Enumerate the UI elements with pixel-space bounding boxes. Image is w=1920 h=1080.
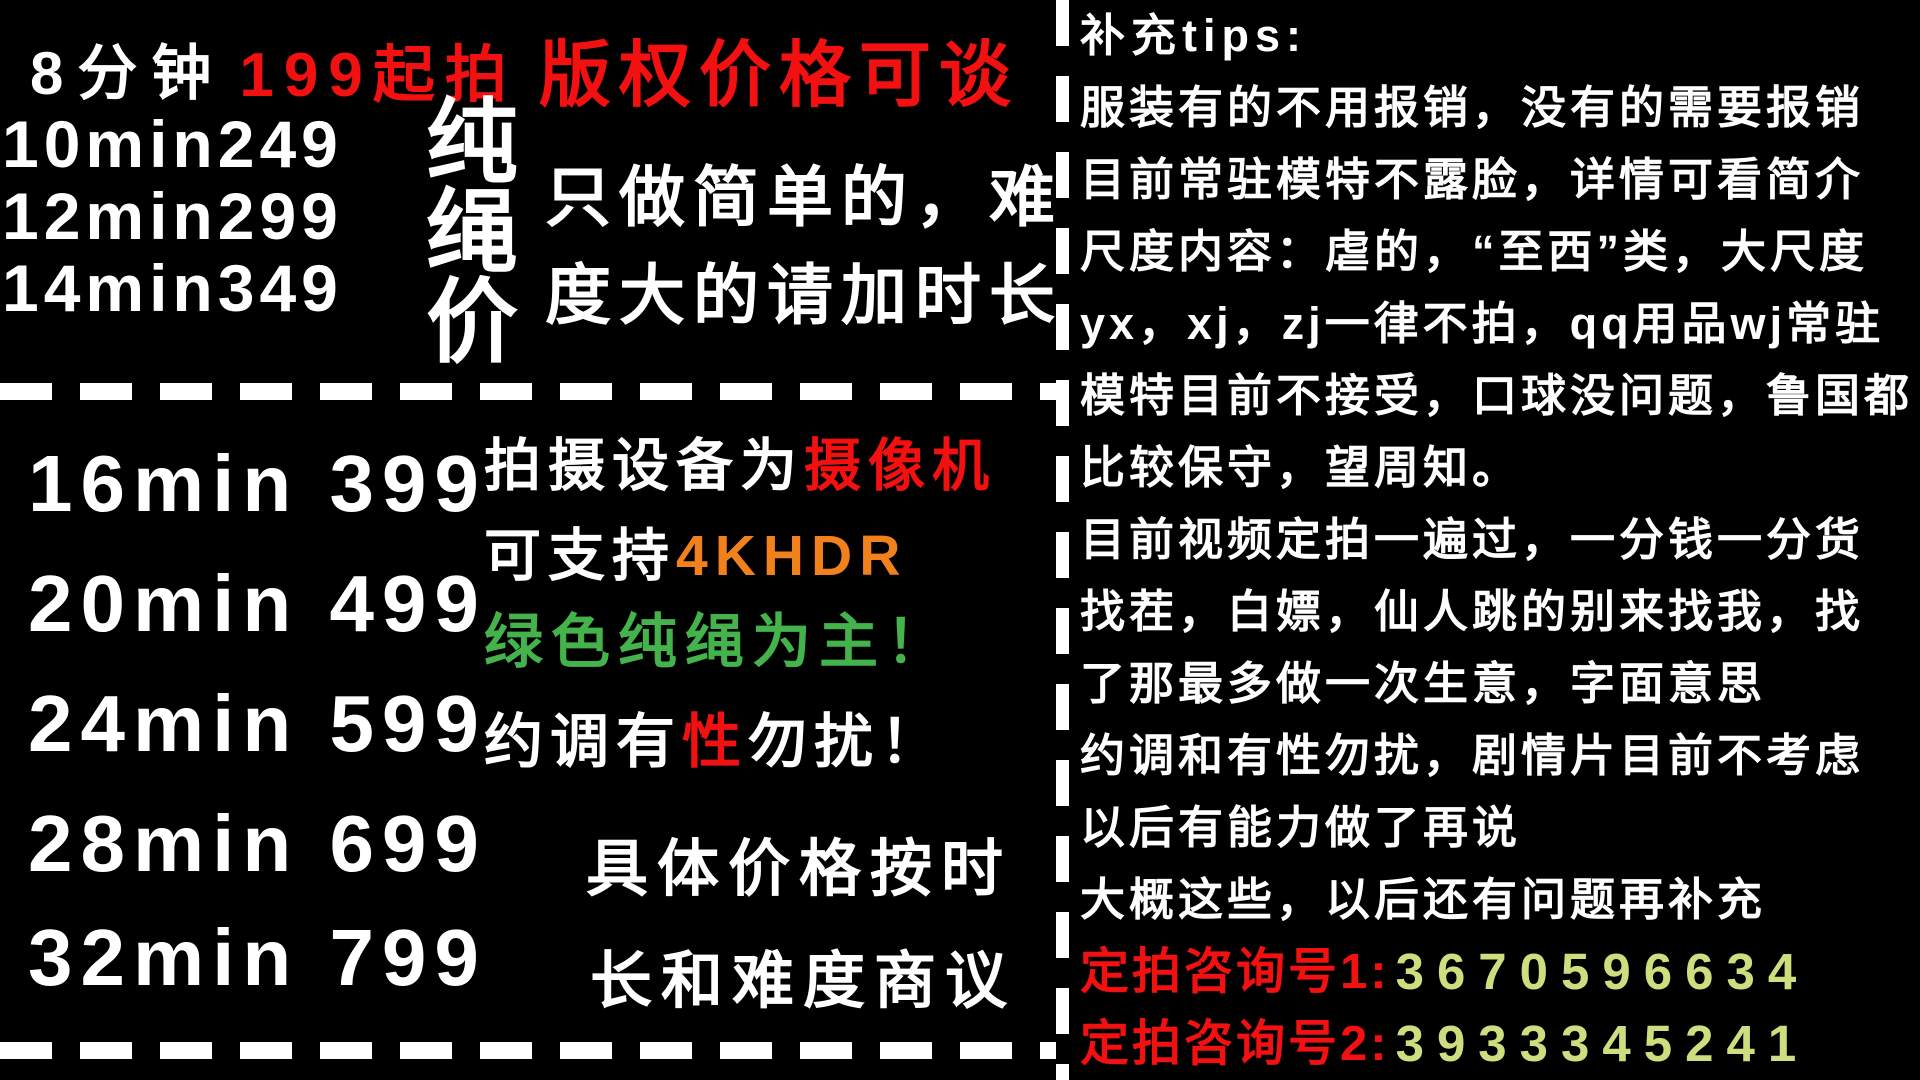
tier-28min: 28min 699 — [28, 799, 487, 888]
tip-line: yx，xj，zj一律不拍，qq用品wj常驻 — [1080, 298, 1885, 349]
tips-title: 补充tips: — [1080, 10, 1307, 61]
support-line: 可支持4KHDR — [484, 510, 907, 592]
support-highlight: 4KHDR — [676, 524, 908, 588]
support-prefix: 可支持 — [484, 524, 676, 588]
contact-line-1: 定拍咨询号1: 3670596634 — [1080, 936, 1920, 1008]
warning-highlight: 性 — [682, 709, 749, 775]
contact-1-label: 定拍咨询号1: — [1080, 945, 1390, 999]
contact-2-label: 定拍咨询号2: — [1080, 1017, 1390, 1071]
headline-row: 8分钟 199起拍 版权价格可谈 — [30, 16, 1019, 121]
tip-line: 找茬，白嫖，仙人跳的别来找我，找 — [1080, 586, 1865, 637]
vertical-title: 纯 绳 价 — [420, 92, 524, 374]
tip-line: 以后有能力做了再说 — [1080, 802, 1522, 853]
warning-line: 约调有性勿扰！ — [484, 694, 946, 779]
pricing-note-line1: 具体价格按时 — [586, 835, 1013, 904]
tier-16min: 16min 399 — [28, 439, 487, 528]
copyright-note: 版权价格可谈 — [538, 36, 1019, 116]
difficulty-note-line1: 只做简单的，难 — [545, 160, 1063, 234]
warning-suffix: 勿扰！ — [748, 709, 947, 775]
tip-line: 目前常驻模特不露脸，详情可看简介 — [1080, 154, 1865, 205]
tip-line: 目前视频定拍一遍过，一分钱一分货 — [1080, 514, 1865, 565]
difficulty-note-line2: 度大的请加时长 — [545, 258, 1063, 332]
tier-14min: 14min349 — [2, 251, 343, 325]
price-8min: 199起拍 — [239, 40, 517, 110]
divider-horizontal-bottom — [0, 1042, 1056, 1059]
divider-horizontal-top — [0, 383, 1056, 400]
contact-2-number: 3933345241 — [1395, 1015, 1810, 1072]
tier-24min: 24min 599 — [28, 679, 487, 768]
tip-line: 大概这些，以后还有问题再补充 — [1080, 874, 1767, 925]
tip-line: 比较保守，望周知。 — [1080, 442, 1522, 493]
vertical-title-char-2: 绳 — [425, 182, 518, 284]
vertical-title-char-3: 价 — [425, 272, 518, 374]
tier-20min: 20min 499 — [28, 559, 487, 648]
pricing-note-line2: 长和难度商议 — [590, 947, 1017, 1016]
vertical-title-char-1: 纯 — [425, 92, 518, 194]
equipment-line: 拍摄设备为摄像机 — [484, 420, 996, 502]
tips-panel: 补充tips: 服装有的不用报销，没有的需要报销 目前常驻模特不露脸，详情可看简… — [1080, 0, 1920, 1080]
duration-8min: 8分钟 — [30, 40, 226, 107]
tier-32min: 32min 799 — [28, 913, 487, 1002]
tip-line: 服装有的不用报销，没有的需要报销 — [1080, 82, 1865, 133]
equipment-highlight: 摄像机 — [804, 434, 996, 498]
tip-line: 模特目前不接受，口球没问题，鲁国都 — [1080, 370, 1914, 421]
contact-line-2: 定拍咨询号2: 3933345241 — [1080, 1008, 1920, 1080]
equipment-prefix: 拍摄设备为 — [484, 434, 804, 498]
tip-line: 了那最多做一次生意，字面意思 — [1080, 658, 1767, 709]
contact-1-number: 3670596634 — [1395, 943, 1810, 1000]
green-slogan: 绿色纯绳为主！ — [484, 609, 954, 675]
divider-vertical — [1056, 0, 1069, 1080]
tip-line: 约调和有性勿扰，剧情片目前不考虑 — [1080, 730, 1865, 781]
tier-12min: 12min299 — [2, 179, 343, 253]
tip-line: 尺度内容：虐的，“至西”类，大尺度 — [1080, 226, 1869, 277]
tier-10min: 10min249 — [2, 107, 343, 181]
warning-prefix: 约调有 — [484, 709, 683, 775]
